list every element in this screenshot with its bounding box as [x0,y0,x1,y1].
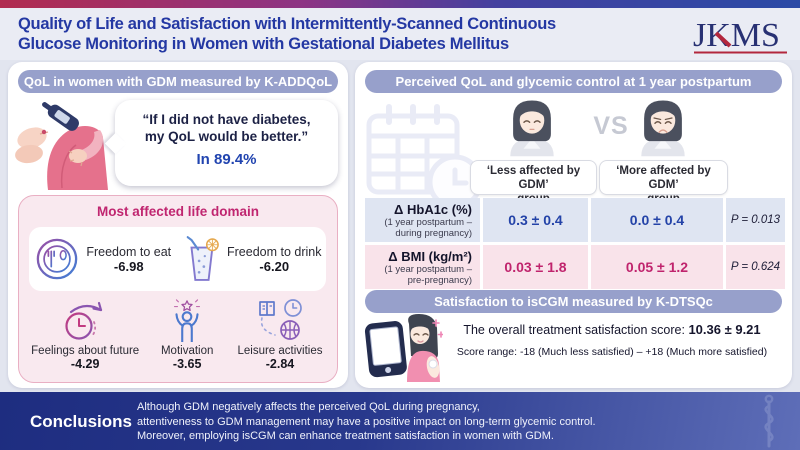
hba1c-more-group-value: 0.0 ± 0.4 [591,198,723,242]
conclusions-line2: attentiveness to GDM management may have… [137,415,596,428]
drink-glass-icon [186,236,219,281]
domain-item-motivation: Motivation -3.65 [145,298,229,378]
domain-box-title: Most affected life domain [96,204,260,219]
quote-line1: “If I did not have diabetes, [142,112,311,127]
less-affected-group-label: ‘Less affected by GDM’ group [470,160,597,205]
pregnant-woman-glucose-test-illustration [15,102,108,190]
domain-item-freedom-to-drink: Freedom to drink -6.20 [178,234,327,284]
group-label-line1: ‘More affected by GDM’ [616,165,711,191]
satisfaction-score-range: Score range: -18 (Much less satisfied) –… [456,346,768,358]
conclusions-line1: Although GDM negatively affects the perc… [137,401,480,413]
clock-future-icon [65,301,103,340]
quote-percentage: In 89.4% [196,151,257,168]
conclusions-bar: Conclusions Although GDM negatively affe… [0,392,800,450]
top-gradient-bar [0,0,800,8]
satisfaction-score-value: 10.36 ± 9.21 [688,322,761,337]
rod-of-asclepius-icon [764,394,774,448]
hba1c-p-value: P = 0.013 [726,198,785,242]
domain-item-leisure-activities: Leisure activities -2.84 [229,298,331,378]
bottom-domains-row: Feelings about future -4.29 Motivation [25,298,331,378]
satisfaction-score-line: The overall treatment satisfaction score… [439,322,785,337]
domain-item-feelings-about-future: Feelings about future -4.29 [25,298,145,378]
domain-value: -2.84 [265,357,295,371]
domain-label: Freedom to eat [86,244,172,259]
top-domains-row: Freedom to eat -6.98 Freedom to drin [29,227,326,291]
domain-label: Leisure activities [237,345,323,357]
outcomes-table: Δ HbA1c (%) (1 year postpartum – during … [365,198,785,289]
calendar-clock-watermark-icon [366,104,483,208]
conclusions-line3: Moreover, employing isCGM can enhance tr… [137,430,554,443]
domain-value: -6.20 [259,258,290,274]
quote-speech-bubble: “If I did not have diabetes, my QoL woul… [104,100,338,186]
postpartum-panel: Perceived QoL and glycemic control at 1 … [355,62,792,388]
satisfaction-header: Satisfaction to isCGM measured by K-DTSQ… [365,290,782,313]
jkms-logo-graphic: JKMS [693,17,787,54]
bmi-less-group-value: 0.03 ± 1.8 [483,245,588,289]
most-affected-domain-box: Most affected life domain Freedom to eat… [18,195,338,383]
conclusions-label: Conclusions [30,412,133,431]
vs-label: VS [593,112,629,140]
bmi-p-value: P = 0.624 [726,245,785,289]
glucose-monitor-woman-illustration [364,314,443,382]
group-label-line1: ‘Less affected by GDM’ [486,165,581,191]
conclusions-text: Although GDM negatively affects the perc… [137,400,596,444]
domain-value: -3.65 [172,357,202,371]
domain-item-freedom-to-eat: Freedom to eat -6.98 [29,237,178,281]
domain-value: -6.98 [113,258,144,274]
more-affected-group-label: ‘More affected by GDM’ group [599,160,728,205]
more-affected-woman-avatar [641,100,685,157]
domain-value: -4.29 [70,357,100,371]
hba1c-row-label: Δ HbA1c (%) (1 year postpartum – during … [365,198,480,242]
jkms-logo: JKMS [692,16,790,63]
satisfaction-score-label: The overall treatment satisfaction score… [463,323,689,337]
domain-label: Motivation [160,345,214,357]
bmi-row-label: Δ BMI (kg/m²) (1 year postpartum – pre-p… [365,245,480,289]
quote-line2: my QoL would be better.” [144,129,309,144]
qol-panel-header: QoL in women with GDM measured by K-ADDQ… [18,70,338,93]
hba1c-less-group-value: 0.3 ± 0.4 [483,198,588,242]
qol-panel: QoL in women with GDM measured by K-ADDQ… [8,62,348,388]
domain-label: Feelings about future [31,345,140,357]
page-title: Quality of Life and Satisfaction with In… [18,14,556,54]
less-affected-woman-avatar [510,100,554,157]
page-title-line2: Glucose Monitoring in Women with Gestati… [18,35,509,53]
jkms-logo-text: JKMS [693,17,780,54]
plate-cutlery-icon [37,238,78,280]
motivation-person-icon [174,299,201,342]
leisure-activities-icon [259,299,302,340]
domain-label: Freedom to drink [227,244,322,259]
logo-red-k-stroke [714,31,732,48]
satisfaction-text: The overall treatment satisfaction score… [439,322,785,358]
bmi-more-group-value: 0.05 ± 1.2 [591,245,723,289]
title-bar: Quality of Life and Satisfaction with In… [0,8,800,60]
postpartum-panel-header: Perceived QoL and glycemic control at 1 … [365,70,782,93]
page-title-line1: Quality of Life and Satisfaction with In… [18,15,556,33]
